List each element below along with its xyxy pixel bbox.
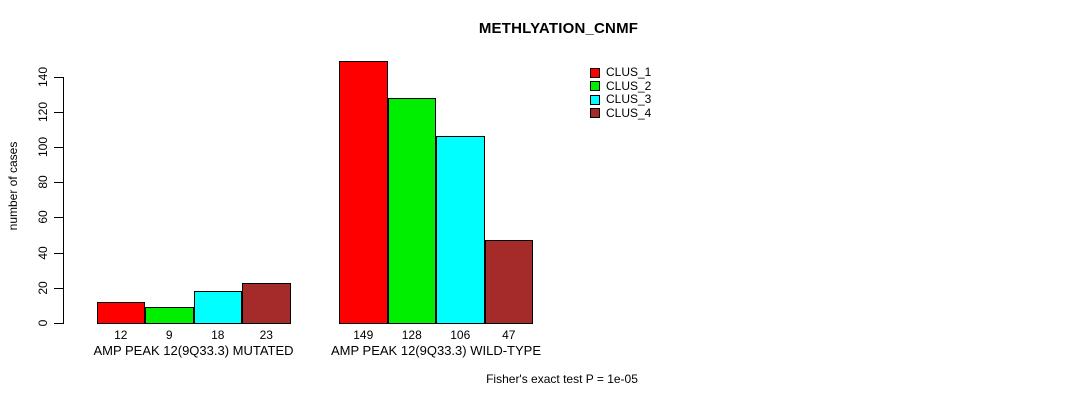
y-axis-tick-label: 100: [36, 136, 50, 158]
y-axis-label: number of cases: [6, 141, 20, 231]
bar-clus_2-group1: [145, 307, 194, 324]
bar-clus_3-group1: [193, 291, 242, 324]
bar-value-label: 18: [211, 328, 225, 342]
y-axis-tick: [54, 147, 63, 148]
legend-swatch-clus_1: [590, 67, 600, 78]
bar-value-label: 128: [401, 328, 422, 342]
y-axis-tick-label: 20: [36, 281, 50, 295]
bar-value-label: 9: [165, 328, 173, 342]
legend-label: CLUS_2: [606, 78, 652, 93]
legend-item-clus_3: CLUS_3: [590, 93, 651, 106]
y-axis-tick-label: 60: [36, 210, 50, 225]
legend-swatch-clus_4: [590, 108, 600, 118]
bar-value-label: 47: [502, 328, 516, 342]
legend-item-clus_2: CLUS_2: [590, 78, 652, 93]
legend-swatch-clus_2: [590, 81, 600, 91]
legend-label: CLUS_3: [606, 92, 652, 106]
y-axis-tick: [54, 217, 63, 219]
bar-value-label: 23: [259, 328, 273, 342]
bar-clus_4-group2: [484, 240, 533, 324]
y-axis-tick-label: 140: [36, 66, 50, 87]
legend-item-clus_1: CLUS_1: [590, 66, 651, 79]
y-axis-tick: [54, 252, 63, 254]
y-axis-tick-label: 40: [36, 245, 50, 260]
y-axis-tick-label: 0: [36, 319, 50, 327]
category-label: AMP PEAK 12(9Q33.3) MUTATED: [93, 343, 294, 358]
y-axis-tick: [54, 111, 63, 113]
bar-value-label: 106: [450, 328, 471, 342]
legend-item-clus_4: CLUS_4: [590, 105, 652, 120]
legend-label: CLUS_4: [606, 105, 652, 120]
y-axis-tick-label: 80: [36, 175, 50, 189]
legend-swatch-clus_3: [590, 94, 600, 105]
y-axis-tick: [54, 323, 63, 324]
category-label: AMP PEAK 12(9Q33.3) WILD-TYPE: [331, 343, 541, 358]
bar-clus_3-group2: [436, 136, 485, 324]
y-axis-tick: [54, 287, 63, 289]
bar-clus_1-group2: [339, 60, 388, 324]
bar-clus_2-group2: [387, 97, 436, 324]
chart-title: METHLYATION_CNMF: [478, 20, 639, 37]
legend-label: CLUS_1: [606, 65, 652, 79]
y-axis-tick-label: 120: [36, 101, 50, 122]
bar-clus_4-group1: [242, 282, 291, 324]
bar-value-label: 149: [353, 328, 374, 342]
y-axis-tick: [54, 182, 63, 184]
y-axis-line: [63, 76, 64, 324]
y-axis-tick: [54, 76, 63, 78]
bar-clus_1-group1: [96, 301, 145, 324]
bar-value-label: 12: [114, 328, 128, 342]
fisher-test-annotation: Fisher's exact test P = 1e-05: [486, 372, 638, 386]
